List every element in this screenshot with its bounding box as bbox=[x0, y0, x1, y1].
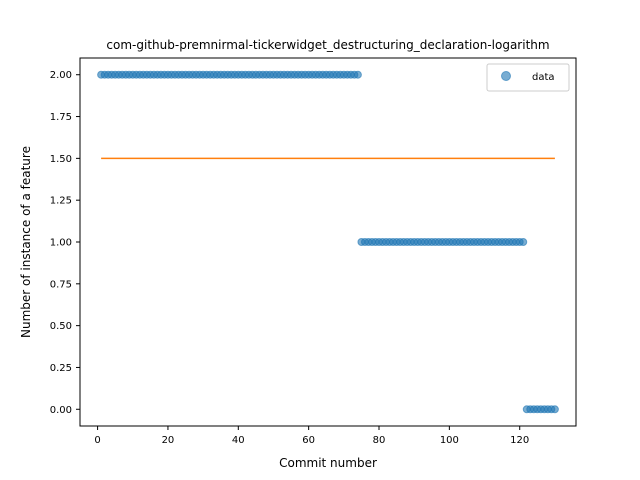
y-tick-label: 1.25 bbox=[50, 196, 72, 207]
y-tick-label: 2.00 bbox=[50, 70, 72, 81]
x-tick-label: 60 bbox=[302, 435, 315, 446]
y-tick-label: 0.00 bbox=[50, 405, 72, 416]
x-axis-title: Commit number bbox=[279, 456, 377, 470]
y-tick-label: 1.00 bbox=[50, 238, 72, 249]
y-tick-label: 0.25 bbox=[50, 363, 72, 374]
legend: data bbox=[486, 63, 570, 92]
y-tick-label: 0.50 bbox=[50, 321, 72, 332]
legend-label: data bbox=[532, 72, 555, 83]
y-tick-label: 1.75 bbox=[50, 112, 72, 123]
x-tick-label: 40 bbox=[232, 435, 245, 446]
data-point bbox=[519, 238, 528, 246]
data-point bbox=[550, 405, 559, 414]
chart-title: com-github-premnirmal-tickerwidget_destr… bbox=[106, 38, 549, 52]
y-axis-title: Number of instance of a feature bbox=[19, 146, 33, 338]
x-tick-label: 80 bbox=[373, 435, 386, 446]
x-tick-label: 120 bbox=[510, 435, 529, 446]
y-tick-label: 0.75 bbox=[50, 279, 72, 290]
legend-box bbox=[486, 63, 570, 92]
x-tick-label: 20 bbox=[162, 435, 175, 446]
x-tick-label: 0 bbox=[94, 435, 100, 446]
plot-area: 0 20 40 60 80 100 120 0.00 0.25 0.50 0.75 1.00 1.25 1… bbox=[50, 57, 577, 446]
x-tick-label: 100 bbox=[440, 435, 459, 446]
y-tick-label: 1.50 bbox=[50, 154, 72, 165]
legend-marker bbox=[501, 71, 511, 81]
data-point bbox=[353, 70, 362, 79]
